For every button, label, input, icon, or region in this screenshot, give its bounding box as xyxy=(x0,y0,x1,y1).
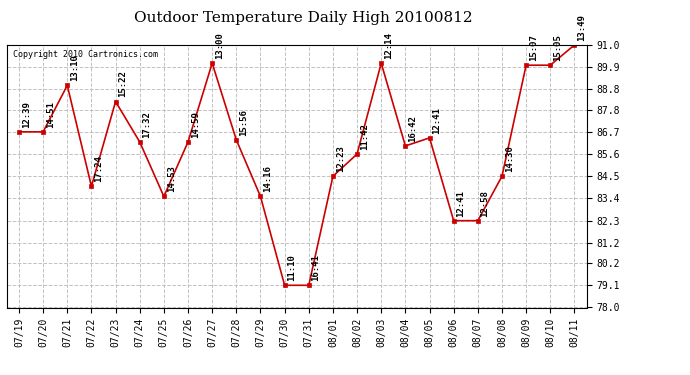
Text: 14:16: 14:16 xyxy=(264,165,273,192)
Text: 11:42: 11:42 xyxy=(360,123,369,150)
Text: 17:24: 17:24 xyxy=(95,155,103,182)
Text: 13:00: 13:00 xyxy=(215,32,224,59)
Text: 15:05: 15:05 xyxy=(553,34,562,61)
Text: 12:41: 12:41 xyxy=(433,107,442,134)
Text: 14:51: 14:51 xyxy=(46,101,55,128)
Text: 12:41: 12:41 xyxy=(457,190,466,216)
Text: 13:10: 13:10 xyxy=(70,54,79,81)
Text: 12:58: 12:58 xyxy=(481,190,490,216)
Text: 15:07: 15:07 xyxy=(529,34,538,61)
Text: 11:10: 11:10 xyxy=(288,254,297,281)
Text: 17:32: 17:32 xyxy=(143,111,152,138)
Text: 15:56: 15:56 xyxy=(239,109,248,136)
Text: 14:30: 14:30 xyxy=(505,145,514,172)
Text: 14:53: 14:53 xyxy=(167,165,176,192)
Text: 14:59: 14:59 xyxy=(191,111,200,138)
Text: Outdoor Temperature Daily High 20100812: Outdoor Temperature Daily High 20100812 xyxy=(135,11,473,25)
Text: 12:14: 12:14 xyxy=(384,32,393,59)
Text: 15:22: 15:22 xyxy=(119,70,128,98)
Text: 16:41: 16:41 xyxy=(312,254,321,281)
Text: 12:23: 12:23 xyxy=(336,145,345,172)
Text: 13:49: 13:49 xyxy=(578,14,586,41)
Text: Copyright 2010 Cartronics.com: Copyright 2010 Cartronics.com xyxy=(12,50,158,59)
Text: 12:39: 12:39 xyxy=(22,101,31,128)
Text: 16:42: 16:42 xyxy=(408,115,417,142)
